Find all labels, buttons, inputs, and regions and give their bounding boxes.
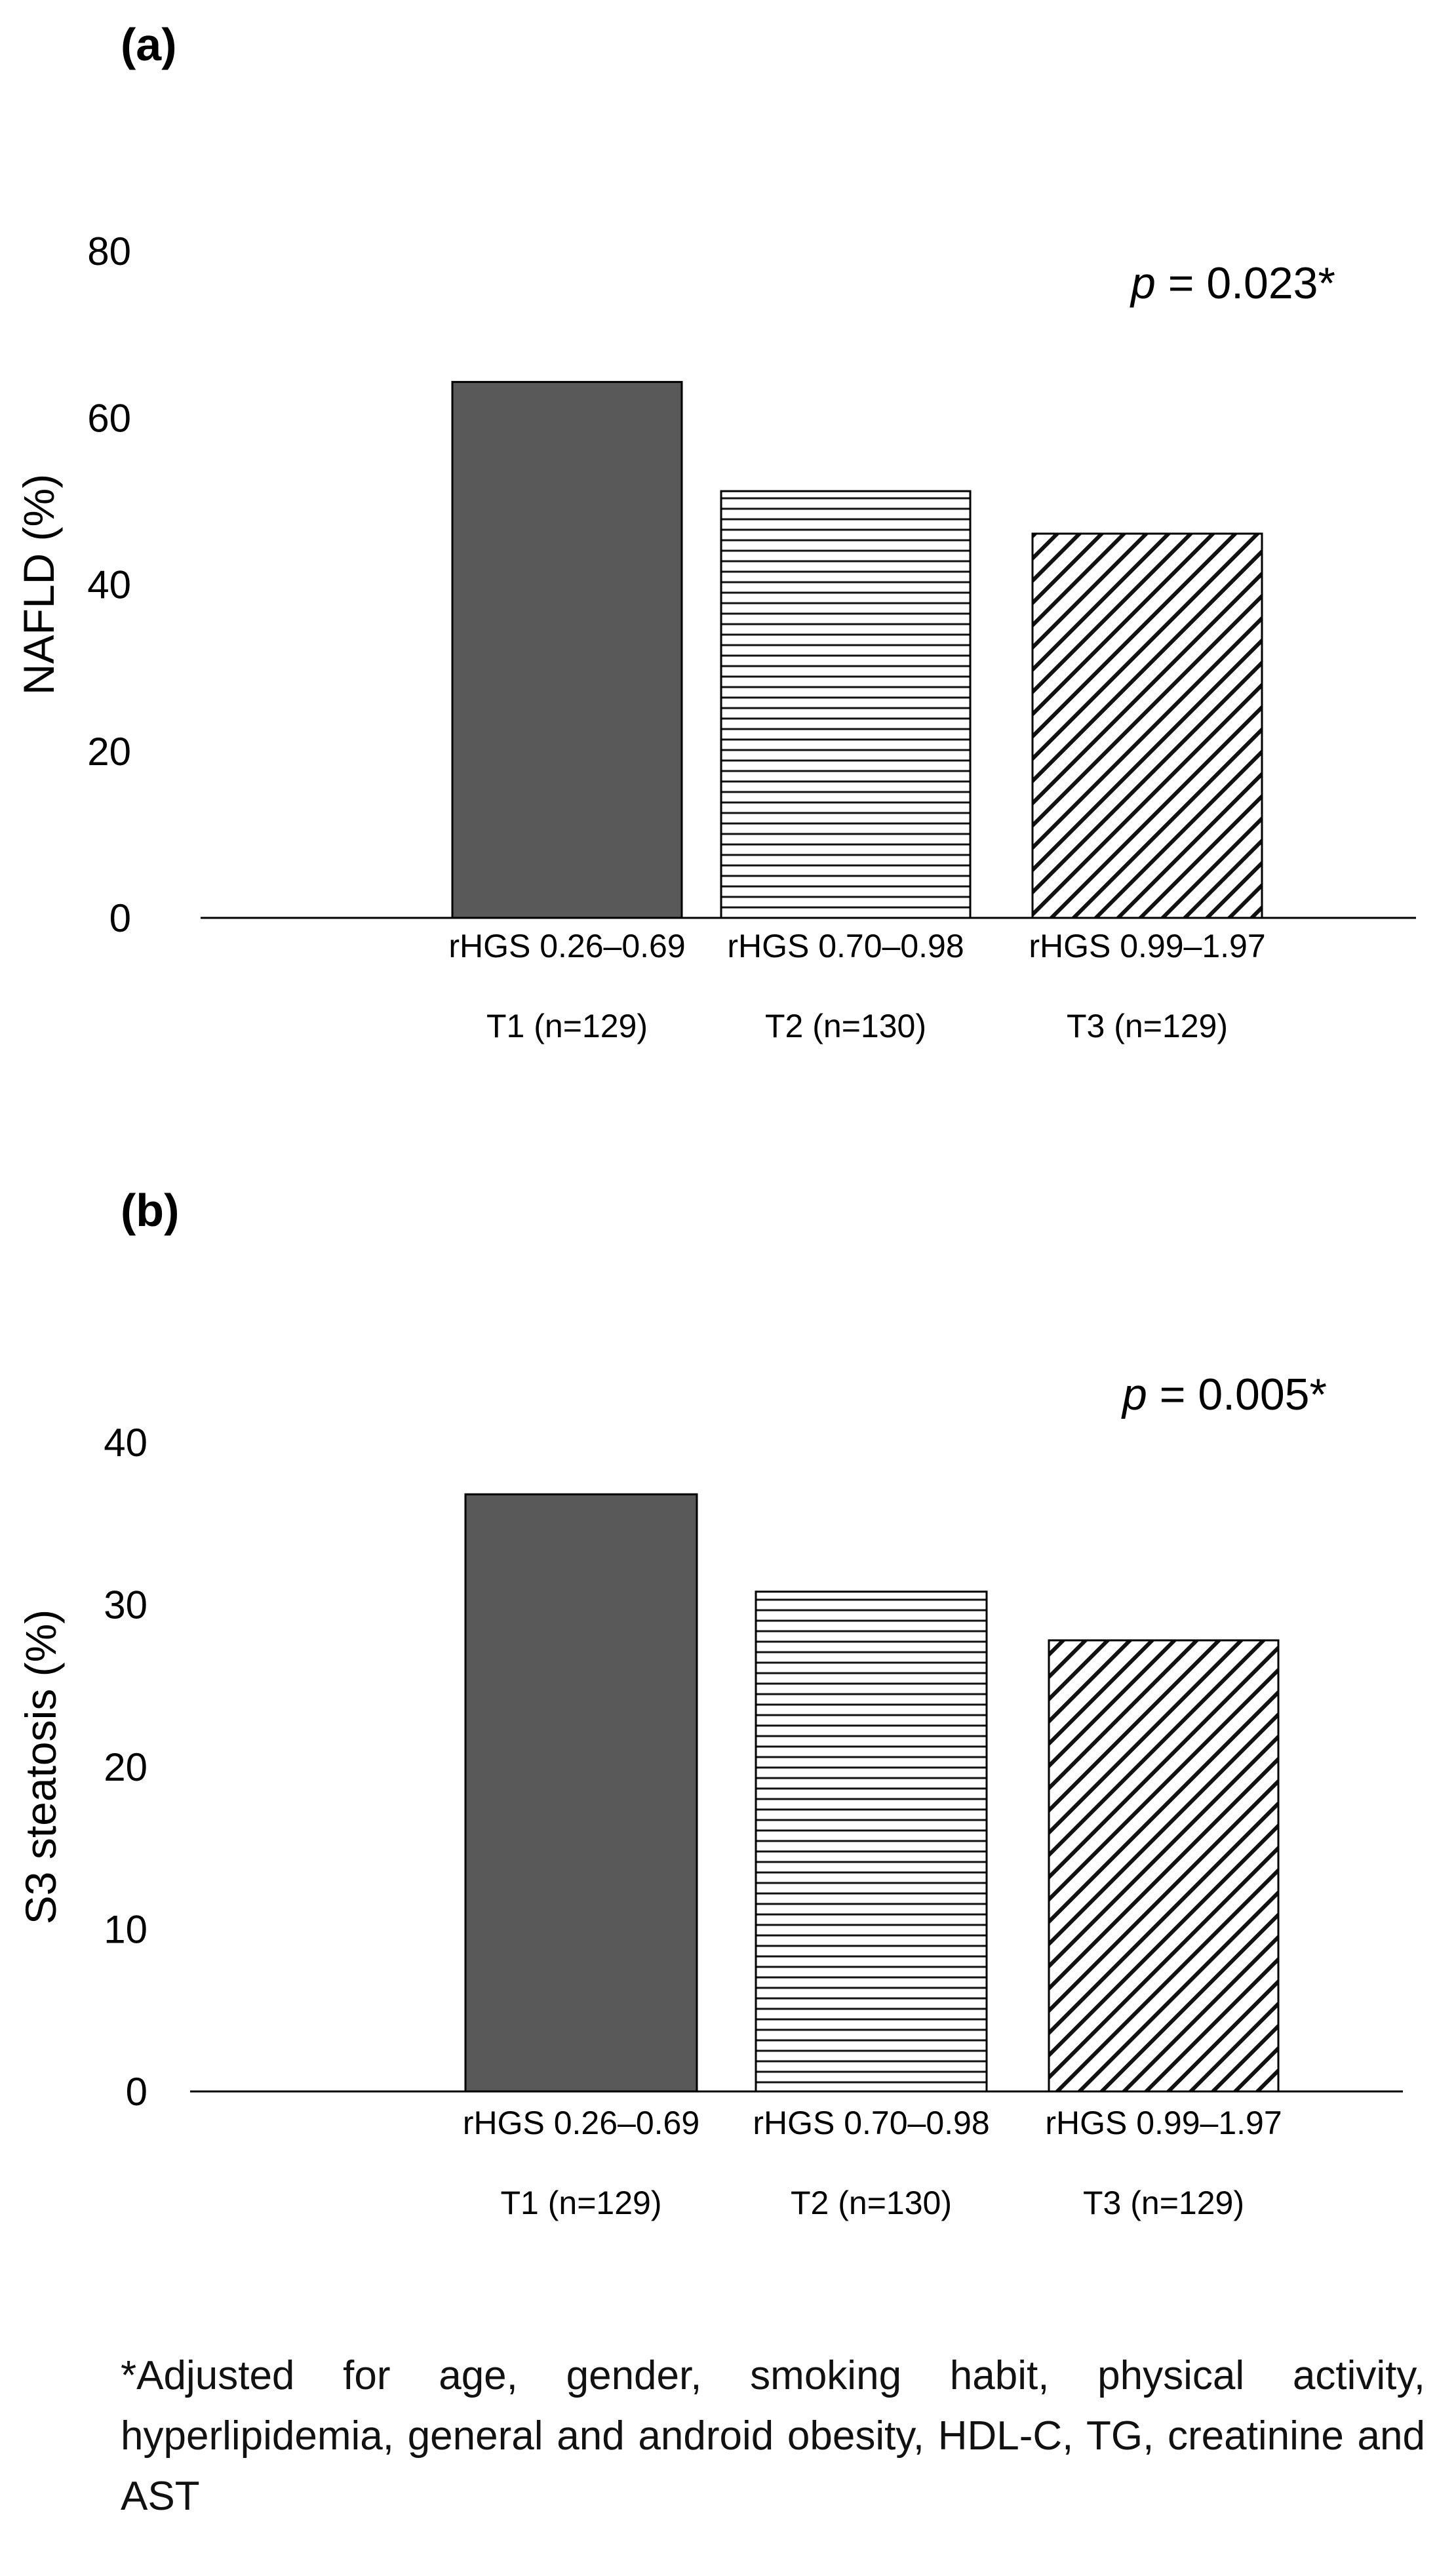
footnote: *Adjusted for age, gender, smoking habit… (121, 2353, 1425, 2519)
bar (720, 490, 972, 919)
y-tick-label: 0 (126, 2070, 148, 2114)
x-category-label: rHGS 0.70–0.98 (727, 928, 964, 964)
y-tick-label: 20 (87, 730, 131, 774)
y-tick-label: 60 (87, 396, 131, 440)
x-subcategory-label: T3 (n=129) (1083, 2185, 1244, 2221)
bar (1048, 1639, 1280, 2093)
x-subcategory-label: T1 (n=129) (486, 1008, 648, 1044)
x-category-label: rHGS 0.99–1.97 (1045, 2105, 1282, 2141)
x-category-label: rHGS 0.99–1.97 (1029, 928, 1265, 964)
x-subcategory-label: T1 (n=129) (501, 2185, 662, 2221)
x-category-label: rHGS 0.26–0.69 (463, 2105, 699, 2141)
panel-label: (b) (121, 1185, 179, 1236)
y-tick-label: 10 (104, 1908, 148, 1952)
chart-panel-b: (b) 0 10 20 30 40 S3 steatosis (%) rHGS 0.26–0.… (16, 1185, 1403, 2221)
p-value-annotation: p = 0.005* (1121, 1370, 1327, 1419)
y-tick-label: 40 (87, 563, 131, 607)
p-value-text: = 0.023* (1156, 258, 1335, 308)
bar (755, 1591, 988, 2093)
bar (451, 381, 683, 919)
y-tick-label: 0 (109, 896, 131, 940)
x-subcategory-label: T2 (n=130) (765, 1008, 926, 1044)
panel-label: (a) (121, 19, 177, 70)
y-tick-label: 40 (104, 1421, 148, 1465)
y-tick-label: 30 (104, 1583, 148, 1627)
x-category-label: rHGS 0.70–0.98 (753, 2105, 989, 2141)
x-subcategory-label: T3 (n=129) (1067, 1008, 1228, 1044)
p-value-annotation: p = 0.023* (1130, 258, 1335, 308)
y-axis-label: NAFLD (%) (14, 474, 63, 695)
x-category-label: rHGS 0.26–0.69 (448, 928, 685, 964)
bar (464, 1493, 698, 2093)
y-tick-label: 80 (87, 229, 131, 273)
p-symbol: p (1121, 1370, 1147, 1419)
p-symbol: p (1130, 258, 1156, 308)
p-value-text: = 0.005* (1147, 1370, 1327, 1419)
chart-panel-a: (a) 0 20 40 60 80 NAFLD (%) rHGS 0.26–0.69 T1 (n… (14, 19, 1416, 1044)
bar (1031, 532, 1263, 919)
y-axis-label: S3 steatosis (%) (16, 1610, 65, 1925)
y-tick-label: 20 (104, 1745, 148, 1789)
x-subcategory-label: T2 (n=130) (791, 2185, 952, 2221)
